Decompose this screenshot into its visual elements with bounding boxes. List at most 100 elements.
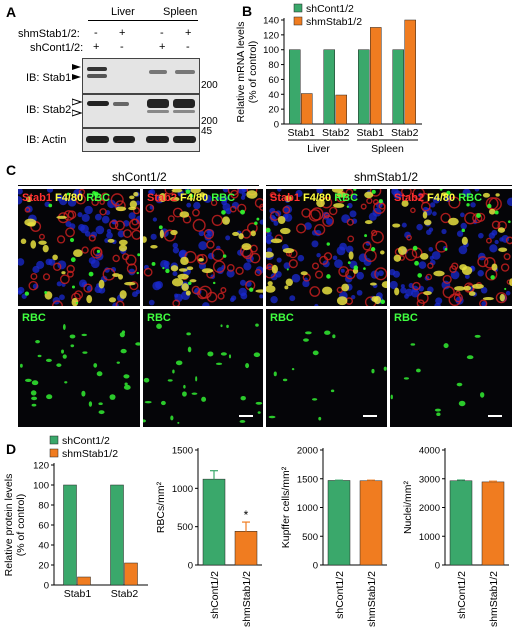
f480-signal [285, 278, 293, 287]
f480-signal [186, 266, 194, 271]
rbc-dot [183, 384, 186, 389]
nucleus-dot [193, 201, 201, 210]
nucleus-dot [81, 213, 90, 222]
nucleus-dot [32, 265, 40, 274]
stab-signal [435, 240, 448, 253]
f480-signal [128, 206, 136, 211]
rbc-signal [364, 234, 368, 238]
f480-signal [266, 251, 274, 258]
rbc-dot [371, 368, 375, 374]
nucleus-dot [316, 253, 321, 258]
y-tick-label: 500 [302, 532, 318, 543]
y-axis-label: (% of control) [247, 41, 259, 103]
nucleus-dot [172, 242, 179, 249]
x-tick-label: Stab1 [64, 588, 92, 600]
shm-sign-4: + [185, 27, 192, 39]
nucleus-dot [186, 202, 192, 208]
rbc-dot [61, 349, 64, 354]
nucleus-dot [243, 262, 252, 271]
stab-signal [112, 254, 120, 263]
rbc-dot [332, 334, 336, 339]
stab-signal [485, 237, 492, 244]
rbc-dot [220, 352, 227, 356]
bar [404, 19, 416, 125]
stab-signal [145, 203, 155, 213]
rbc-dot [31, 403, 37, 407]
nucleus-dot [18, 258, 25, 266]
rbc-dot [64, 381, 68, 384]
nucleus-dot [458, 245, 468, 255]
nucleus-dot [390, 268, 396, 276]
nucleus-dot [283, 262, 291, 270]
blot-stab1 [82, 58, 200, 94]
stab-signal [109, 220, 119, 230]
rbc-signal [353, 265, 359, 270]
stab-signal [269, 191, 277, 199]
nucleus-dot [84, 230, 91, 237]
rbc-dot [37, 354, 42, 358]
micrograph-label-part: F4/80 [303, 192, 335, 204]
bar [63, 484, 77, 586]
nucleus-dot [393, 190, 403, 200]
shc-sign-4: - [186, 41, 190, 53]
rbc-signal [380, 299, 386, 305]
rbc-dot [135, 342, 140, 346]
stab-signal [406, 234, 412, 241]
f480-signal [322, 286, 333, 295]
nucleus-dot [94, 213, 102, 221]
legend-swatch [49, 435, 59, 445]
f480-signal [401, 200, 409, 207]
f480-signal [491, 263, 498, 271]
stab-signal [483, 256, 496, 269]
nucleus-dot [178, 250, 187, 259]
rbc-signal [378, 199, 383, 204]
rbc-signal [286, 268, 289, 271]
rbc-dot [257, 411, 261, 414]
nucleus-dot [334, 259, 343, 268]
stab-signal [126, 263, 138, 274]
nucleus-dot [400, 284, 405, 289]
rbc-dot [311, 398, 318, 401]
f480-signal [169, 196, 180, 202]
f480-signal [348, 251, 354, 260]
nucleus-dot [117, 230, 125, 238]
stab-signal [345, 189, 354, 197]
stab-signal [345, 269, 356, 280]
nucleus-dot [390, 280, 398, 290]
nucleus-dot [172, 271, 178, 277]
y-tick-label: 80 [38, 501, 49, 512]
stab-signal [197, 288, 208, 300]
f480-signal [255, 289, 263, 293]
rbc-signal [96, 249, 101, 254]
rbc-dot [120, 348, 127, 354]
y-tick-label: 0 [274, 120, 279, 131]
nucleus-dot [284, 213, 293, 222]
micrograph-rbc-3: RBC [266, 309, 387, 427]
f480-signal [441, 192, 448, 197]
rbc-dot [143, 377, 150, 383]
stab-signal [313, 223, 326, 236]
f480-signal [38, 240, 47, 245]
f480-signal [133, 192, 139, 197]
stab-signal [455, 290, 461, 297]
nucleus-dot [128, 268, 136, 276]
y-tick-label: 0 [435, 561, 440, 572]
stab-signal [401, 189, 412, 198]
rbc-signal [487, 203, 492, 209]
y-tick-label: 4000 [419, 446, 440, 457]
rbc-signal [446, 190, 451, 196]
rbc-dot [245, 363, 250, 369]
y-tick-label: 60 [38, 521, 49, 532]
bar [77, 576, 91, 586]
f480-signal [497, 227, 506, 233]
nucleus-dot [259, 294, 263, 299]
nucleus-dot [349, 210, 357, 218]
nucleus-dot [18, 189, 23, 195]
f480-signal [499, 293, 505, 302]
f480-signal [394, 287, 400, 296]
y-tick-label: 120 [33, 461, 49, 472]
stab-signal [442, 274, 452, 285]
nucleus-dot [77, 212, 83, 218]
f480-signal [119, 290, 127, 299]
y-tick-label: 2000 [419, 503, 440, 514]
